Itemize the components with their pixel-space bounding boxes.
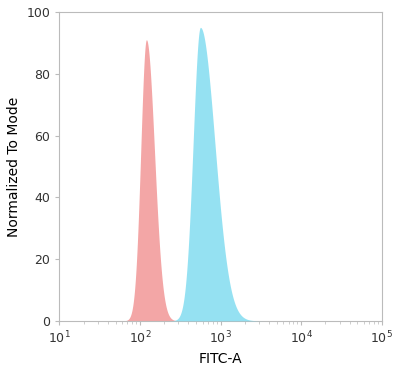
X-axis label: FITC-A: FITC-A xyxy=(199,352,242,366)
Y-axis label: Normalized To Mode: Normalized To Mode xyxy=(7,96,21,236)
